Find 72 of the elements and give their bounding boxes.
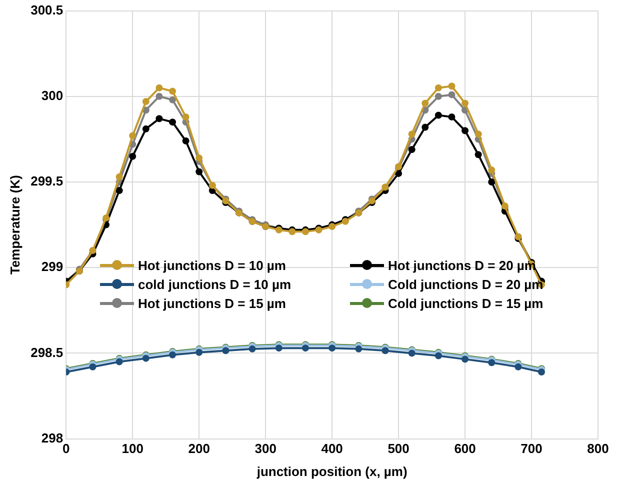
x-tick-label: 800 (587, 441, 609, 456)
point (355, 345, 362, 352)
point (488, 178, 496, 186)
point (408, 146, 416, 153)
point (448, 91, 456, 98)
point (169, 96, 176, 104)
point (302, 344, 309, 352)
point (196, 168, 203, 176)
point (328, 344, 336, 352)
point (142, 98, 150, 106)
point (474, 130, 482, 138)
legend-label: Hot junctions D = 10 µm (138, 258, 286, 273)
point (182, 113, 190, 120)
x-tick-label: 0 (62, 441, 70, 456)
point (434, 112, 442, 119)
point (156, 115, 163, 122)
point (196, 348, 203, 356)
point (129, 152, 136, 160)
point (248, 345, 256, 352)
point (448, 82, 456, 90)
point (488, 166, 496, 174)
point (275, 344, 282, 352)
point (462, 100, 469, 107)
point (538, 368, 545, 376)
point (116, 187, 123, 194)
y-tick-label: 300 (41, 88, 64, 103)
point (196, 154, 203, 162)
point (395, 170, 402, 177)
y-tick-label: 299.5 (30, 174, 64, 189)
point (182, 137, 190, 144)
x-tick-label: 500 (388, 441, 410, 456)
y-axis-title: Temperature (K) (7, 175, 22, 275)
legend-label: Cold junctions D = 15 µm (388, 296, 544, 311)
point (462, 127, 469, 134)
x-tick-label: 300 (254, 441, 276, 456)
point (116, 173, 123, 180)
point (408, 130, 416, 138)
point (169, 88, 176, 95)
y-tick-label: 299 (41, 259, 64, 274)
x-tick-label: 400 (321, 441, 343, 456)
y-tick-label: 300.5 (30, 2, 64, 18)
x-tick-label: 700 (520, 441, 542, 456)
point (488, 359, 496, 366)
legend-label: cold junctions D = 10 µm (138, 277, 292, 292)
x-tick-label: 600 (454, 441, 476, 456)
point (169, 351, 176, 358)
point (382, 347, 389, 354)
point (129, 132, 136, 140)
y-tick-label: 298.5 (30, 344, 64, 360)
point (142, 354, 150, 362)
point (116, 358, 123, 366)
point (422, 100, 429, 107)
point (156, 92, 163, 100)
point (434, 92, 442, 100)
x-tick-label: 200 (188, 441, 210, 456)
x-axis-title: junction position (x, µm) (256, 464, 408, 479)
point (156, 84, 163, 92)
point (462, 356, 469, 363)
point (89, 363, 96, 370)
point (142, 125, 150, 132)
y-tick-label: 298 (41, 430, 64, 446)
point (474, 151, 482, 158)
legend-label: Hot junctions D = 15 µm (138, 296, 286, 311)
point (448, 113, 456, 120)
point (422, 124, 429, 131)
point (169, 118, 176, 126)
point (514, 363, 522, 370)
x-tick-label: 100 (122, 441, 144, 456)
point (222, 347, 230, 354)
point (434, 352, 442, 360)
point (408, 350, 416, 357)
point (434, 84, 442, 92)
